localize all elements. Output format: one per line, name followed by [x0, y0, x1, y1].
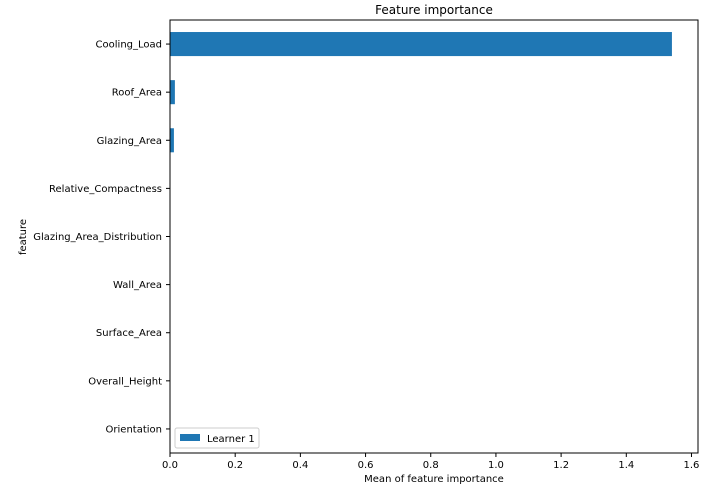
- x-axis-ticks: 0.0 0.2 0.4 0.6 0.8 1.0 1.2 1.4 1.6: [162, 453, 699, 471]
- x-tick-label: 1.6: [684, 460, 700, 471]
- x-tick-label: 1.0: [488, 460, 504, 471]
- y-axis-ticks: Cooling_Load Roof_Area Glazing_Area Relativ…: [33, 40, 170, 435]
- x-tick-label: 1.2: [553, 460, 569, 471]
- y-tick-label-orientation: Orientation: [106, 424, 162, 435]
- y-tick-label-cooling-load: Cooling_Load: [96, 40, 162, 51]
- x-tick-label: 0.0: [162, 460, 178, 471]
- legend: Learner 1: [174, 427, 260, 449]
- y-tick-label-wall-area: Wall_Area: [113, 280, 162, 291]
- legend-label-learner-1: Learner 1: [207, 434, 255, 445]
- bar-glazing-area: [170, 128, 174, 153]
- y-tick-label-glazing-area: Glazing_Area: [97, 136, 162, 147]
- bar-roof-area: [170, 80, 175, 105]
- plot-frame: [169, 19, 699, 454]
- y-tick-label-relative-compactness: Relative_Compactness: [49, 184, 162, 195]
- x-tick-label: 0.4: [292, 460, 308, 471]
- x-tick-label: 1.4: [618, 460, 634, 471]
- legend-frame: [174, 427, 260, 449]
- y-axis-label: feature: [18, 219, 29, 255]
- y-tick-label-roof-area: Roof_Area: [112, 88, 162, 99]
- y-tick-label-glazing-area-distribution: Glazing_Area_Distribution: [33, 232, 162, 243]
- x-axis-label: Mean of feature importance: [364, 474, 504, 485]
- bars-group: [170, 32, 672, 393]
- bar-cooling-load: [170, 32, 672, 57]
- x-tick-label: 0.2: [227, 460, 243, 471]
- y-tick-label-surface-area: Surface_Area: [96, 328, 162, 339]
- x-tick-label: 0.8: [423, 460, 439, 471]
- y-tick-label-overall-height: Overall_Height: [88, 376, 162, 387]
- legend-swatch-learner-1: [180, 434, 200, 441]
- chart-title: Feature importance: [375, 3, 493, 17]
- x-tick-label: 0.6: [358, 460, 374, 471]
